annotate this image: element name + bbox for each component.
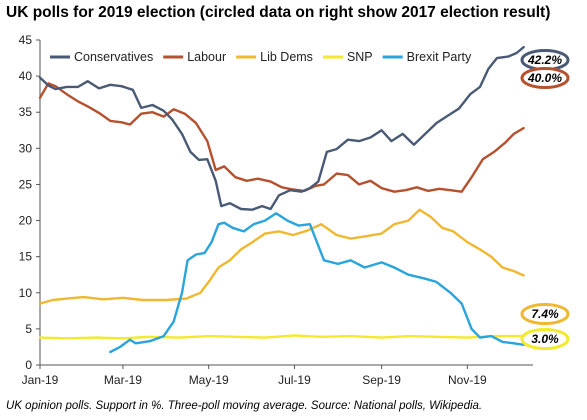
legend-label: SNP [347,50,373,64]
x-tick-label: Jul-19 [278,373,311,387]
y-tick-label: 20 [19,214,33,228]
series-line-lib-dems [38,208,525,305]
x-tick-label: Jan-19 [22,373,59,387]
x-tick-label: Sep-19 [362,373,401,387]
election-result-circle [520,303,570,325]
legend-label: Labour [187,50,226,64]
y-tick-label: 40 [19,69,33,83]
legend-label: Brexit Party [407,50,472,64]
election-result-label: 40.0% [527,71,562,85]
chart-title: UK polls for 2019 election (circled data… [6,4,551,21]
y-tick-label: 35 [19,105,33,119]
y-tick-label: 30 [19,141,33,155]
y-tick-label: 10 [19,286,33,300]
legend-label: Conservatives [74,50,153,64]
x-tick-label: Mar-19 [104,373,142,387]
election-result-label: 7.4% [531,307,559,321]
election-result-label: 42.2% [527,53,562,67]
series-line-brexit-party [109,212,525,354]
series-line-snp [38,334,525,340]
election-result-circle [520,67,570,89]
y-tick-label: 25 [19,177,33,191]
y-tick-label: 5 [25,322,32,336]
y-tick-label: 15 [19,250,33,264]
y-tick-label: 45 [19,33,33,47]
election-result-label: 3.0% [531,332,559,346]
x-tick-label: May-19 [189,373,229,387]
election-result-circle [520,328,570,350]
x-tick-label: Nov-19 [448,373,487,387]
y-tick-label: 0 [25,358,32,372]
source-note: UK opinion polls. Support in %. Three-po… [6,400,483,412]
series-line-conservatives [38,46,525,211]
series-line-labour [38,82,525,193]
legend-label: Lib Dems [260,50,313,64]
